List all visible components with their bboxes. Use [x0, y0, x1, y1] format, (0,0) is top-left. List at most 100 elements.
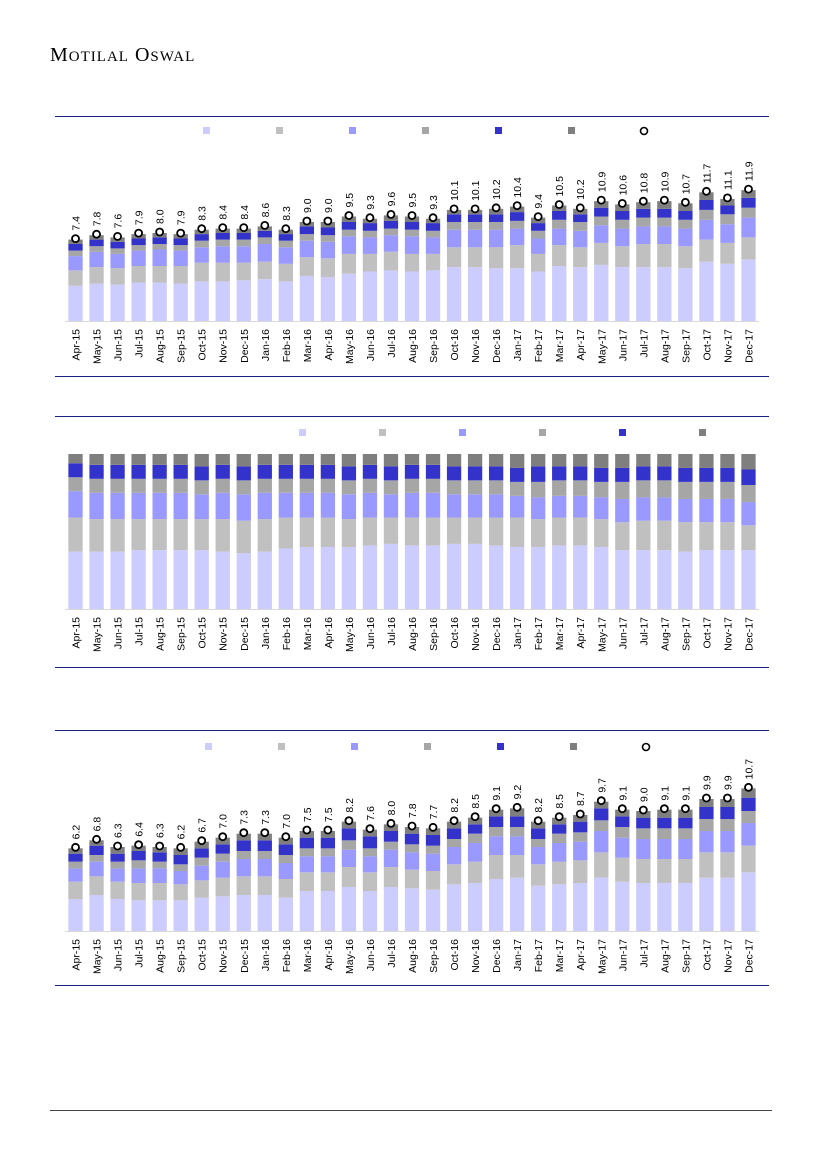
chart-1-bar-Feb-17-seg-1 [531, 271, 546, 321]
chart-1-bar-Jan-16-seg-1 [257, 279, 272, 321]
chart-2-bar-Aug-16-seg-6 [404, 454, 420, 465]
chart-1-bar-Aug-15-seg-3 [152, 249, 167, 266]
chart-1-data-label-Sep-17: 10.7 [680, 174, 692, 195]
chart-1-bar-Jun-16-seg-1 [362, 271, 378, 321]
chart-1-bar-Mar-16-seg-2 [299, 257, 314, 276]
chart-2-bar-Aug-17-seg-5 [657, 466, 672, 481]
chart-3-bar-Oct-17-seg-6 [699, 799, 714, 807]
chart-1-bar-Feb-16-seg-2 [278, 263, 293, 282]
chart-3-bar-Nov-16-seg-3 [467, 843, 483, 862]
chart-2-bar-Jul-17-seg-6 [636, 454, 651, 467]
chart-2-bar-Oct-15-seg-6 [194, 454, 209, 467]
chart-1-total-marker-Oct-16 [449, 204, 459, 214]
chart-2-bar-Oct-15-seg-5 [194, 466, 209, 481]
chart-1-bar-Feb-17-seg-3 [531, 238, 546, 254]
chart-1-bar-Jun-17-seg-4 [615, 219, 630, 229]
chart-1-data-label-Mar-17: 10.5 [554, 176, 566, 197]
chart-2-bar-Apr-17-seg-2 [573, 517, 588, 546]
chart-2-bar-Nov-15-seg-4 [215, 478, 230, 493]
chart-1-bar-Mar-16-seg-1 [299, 275, 314, 321]
chart-2-bar-Jun-17-seg-3 [615, 498, 630, 523]
chart-1-x-tick-label: Jun-17 [617, 329, 629, 361]
chart-3-bar-Jul-17-seg-3 [636, 839, 651, 859]
chart-3-bar-Dec-17-seg-4 [741, 811, 756, 823]
chart-1-data-label-Jul-16: 9.6 [386, 192, 398, 207]
chart-2-bar-Nov-16-seg-5 [467, 466, 483, 481]
chart-1-x-tick-label: Nov-15 [218, 329, 230, 363]
chart-2-bar-Jan-17-seg-1 [510, 547, 525, 609]
chart-3-bar-Jun-15-seg-2 [110, 881, 125, 899]
chart-3-bar-May-15-seg-5 [89, 845, 104, 855]
chart-2-bar-Mar-17-seg-1 [552, 545, 567, 609]
chart-3-bar-Feb-16-seg-2 [278, 879, 293, 898]
chart-3-bar-Feb-17-seg-3 [531, 847, 546, 865]
chart-1-bar-Jan-16-seg-4 [257, 237, 272, 244]
chart-2-bar-May-16-seg-2 [341, 519, 357, 547]
chart-1-data-label-Oct-17: 11.7 [701, 163, 713, 183]
chart-3-bar-Jun-16-seg-5 [362, 836, 378, 849]
chart-3-bar-Nov-16-seg-1 [467, 883, 483, 931]
chart-1-bar-Sep-15-seg-1 [173, 283, 188, 321]
chart-2-bar-Nov-17-seg-5 [720, 467, 735, 482]
chart-3-bar-Feb-17-seg-4 [531, 839, 546, 847]
chart-3-bar-Mar-16-seg-3 [299, 856, 314, 873]
chart-3-bar-Mar-16-seg-1 [299, 891, 314, 931]
chart-2-bar-Oct-15-seg-3 [194, 494, 209, 520]
chart-2-bar-Dec-17-seg-4 [741, 485, 756, 503]
chart-1-bar-Sep-15-seg-5 [173, 238, 188, 246]
chart-2-bar-Nov-17-seg-3 [720, 498, 735, 523]
chart-1-data-label-Sep-16: 9.3 [428, 195, 440, 210]
chart-3-bar-Oct-17-seg-1 [699, 877, 714, 931]
chart-2-bar-Jan-17-seg-5 [510, 467, 525, 482]
chart-3-x-tick-label: Feb-17 [533, 939, 545, 972]
chart-1-x-tick-label: Dec-16 [491, 329, 503, 363]
chart-3-bar-May-16-seg-4 [341, 840, 357, 850]
chart-1-x-tick-label: Mar-17 [554, 329, 566, 362]
chart-1-total-marker-Nov-16 [470, 204, 480, 214]
chart-1-bar-Jul-17-seg-4 [636, 217, 651, 227]
chart-1-x-tick-label: Jun-16 [365, 329, 377, 361]
chart-3-x-tick-label: Apr-16 [323, 939, 335, 971]
chart-1-x-tick-label: Oct-16 [449, 329, 461, 361]
chart-1-legend-swatch-6 [568, 127, 575, 134]
chart-1-bar-Aug-16-seg-2 [404, 253, 420, 272]
chart-1-bar-Jan-17-seg-1 [510, 268, 525, 321]
chart-2-bar-Nov-15-seg-5 [215, 464, 230, 479]
chart-3-total-marker-Mar-16 [302, 825, 312, 835]
chart-1-bar-Apr-17-seg-4 [573, 222, 588, 231]
chart-1-bar-Oct-16-seg-3 [446, 229, 462, 248]
chart-1-x-tick-label: May-15 [92, 329, 104, 364]
chart-1-bar-May-16-seg-5 [341, 222, 357, 230]
chart-2-x-tick-label: Apr-16 [323, 617, 335, 649]
chart-2-bar-Sep-15-seg-6 [173, 454, 188, 465]
chart-2-bar-Aug-17-seg-4 [657, 480, 672, 498]
chart-2-x-tick-label: Aug-16 [407, 617, 419, 651]
chart-2-bar-Apr-17-seg-4 [573, 480, 588, 496]
chart-2-bar-May-15-seg-5 [89, 464, 104, 479]
chart-2-bar-Jul-16-seg-1 [383, 543, 399, 609]
chart-2-bar-Apr-15-seg-4 [68, 477, 83, 492]
chart-1-bar-Jul-17-seg-3 [636, 226, 651, 244]
chart-1-bar-Jun-17-seg-2 [615, 246, 630, 268]
chart-1-total-marker-Mar-17 [554, 200, 564, 209]
chart-3-bar-Jul-15-seg-2 [131, 883, 146, 901]
chart-1-bar-Feb-16-seg-1 [278, 281, 293, 321]
chart-1-bar-Jul-15-seg-4 [131, 245, 146, 251]
chart-2-bar-Oct-16-seg-6 [446, 454, 462, 467]
chart-2-bar-Jul-16-seg-5 [383, 466, 399, 481]
chart-2-bar-Feb-16-seg-5 [278, 464, 293, 479]
chart-1-bar-Aug-17-seg-2 [657, 244, 672, 268]
chart-1-bar-Aug-16-seg-3 [404, 236, 420, 254]
chart-3-data-label-Aug-16: 7.8 [407, 803, 419, 818]
chart-2-bar-Nov-16-seg-3 [467, 494, 483, 518]
chart-1-bar-Sep-16-seg-5 [425, 223, 441, 231]
chart-1-total-marker-Jun-15 [113, 232, 122, 241]
chart-3-total-marker-Jun-16 [365, 824, 375, 834]
chart-2-bar-Aug-15-seg-3 [152, 492, 167, 520]
chart-2-bar-Dec-15-seg-1 [236, 553, 251, 609]
chart-2-bar-Aug-16-seg-4 [404, 478, 420, 493]
chart-3-bar-Apr-15-seg-5 [68, 853, 83, 862]
chart-2-bar-Mar-16-seg-1 [299, 547, 314, 609]
chart-1-bar-Oct-15-seg-2 [194, 262, 209, 282]
chart-1-total-marker-May-17 [596, 195, 606, 205]
